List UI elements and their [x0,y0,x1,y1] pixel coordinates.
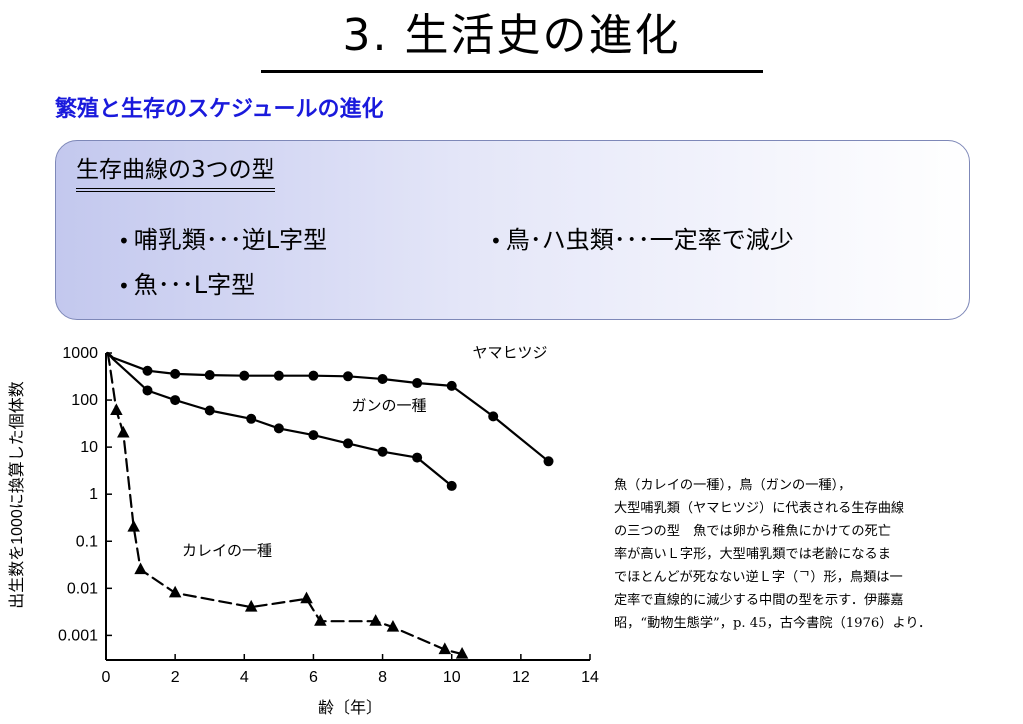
data-point-triangle [314,614,327,626]
data-point-circle [204,405,215,416]
data-point-triangle [127,519,140,532]
y-axis-label: 出生数を1000に換算した個体数 [7,381,26,609]
series-label: ガンの一種 [351,397,426,415]
y-tick-label: 0.1 [76,533,98,550]
x-tick-label: 0 [102,669,111,686]
y-tick-label: 1 [89,486,98,503]
x-tick-label: 8 [378,669,387,686]
data-point-circle [488,411,499,422]
x-tick-label: 10 [443,669,461,686]
data-point-circle [343,438,353,449]
box-heading: 生存曲線の3つの型 [76,155,275,192]
data-point-circle [412,452,423,463]
data-point-circle [204,370,215,381]
y-tick-label: 0.01 [67,580,98,597]
bullet-dot: • [118,229,130,253]
data-point-triangle [110,403,123,416]
slide-title: 3. 生活史の進化 [342,10,681,61]
x-tick-label: 4 [240,669,249,686]
x-tick-label: 6 [309,669,318,686]
survival-types-box: 生存曲線の3つの型 • 哺乳類･･･逆L字型 • 鳥･ハ虫類･･･一定率で減少 • 魚… [55,140,970,320]
data-point-circle [543,456,554,467]
bullet-mammal-text: 哺乳類･･･逆L字型 [133,226,328,254]
title-underline [261,70,763,73]
data-point-circle [273,423,284,434]
x-tick-label: 14 [581,669,599,686]
bullet-fish: • 魚･･･L字型 [118,269,255,302]
x-axis-label: 齢〔年〕 [318,699,382,717]
data-point-triangle [134,562,147,575]
series-label: ヤマヒツジ [472,344,547,362]
bullet-fish-text: 魚･･･L字型 [133,271,256,299]
data-point-triangle [438,642,452,655]
data-point-triangle [168,585,182,598]
bullet-dot: • [118,274,130,298]
data-point-circle [142,385,153,396]
data-point-circle [246,413,257,424]
y-tick-label: 0.001 [58,627,98,644]
data-point-circle [412,378,423,389]
y-tick-label: 100 [71,392,98,409]
data-point-circle [308,430,319,441]
bullet-mammal: • 哺乳類･･･逆L字型 [118,224,327,257]
data-point-circle [446,380,457,391]
data-point-triangle [300,591,313,604]
data-point-triangle [369,614,382,626]
slide-subtitle: 繁殖と生存のスケジュールの進化 [55,97,384,122]
y-tick-label: 1000 [62,345,98,362]
y-tick-label: 10 [80,439,98,456]
data-point-triangle [244,599,258,612]
bullet-bird: • 鳥･ハ虫類･･･一定率で減少 [490,224,794,257]
data-point-circle [170,395,181,406]
bullet-dot: • [490,229,502,253]
data-point-circle [170,368,181,379]
series-label: カレイの一種 [182,541,272,559]
plot-area: 0 2 4 6 8 10 12 14 1000 100 10 1 0.1 0.01 0.001 ヤマヒツジガン… [58,344,599,686]
x-tick-label: 12 [512,669,530,686]
data-point-circle [239,370,250,381]
data-point-circle [343,371,353,382]
data-point-circle [308,370,319,381]
survival-curve-chart: 出生数を1000に換算した個体数 齢〔年〕 0 2 4 6 8 10 12 141000100… [7,344,599,717]
data-point-circle [446,480,457,491]
x-tick-label: 2 [171,669,180,686]
data-point-circle [377,374,388,385]
data-point-triangle [455,646,469,659]
data-point-circle [142,365,153,376]
data-point-circle [377,446,388,457]
series-line [106,351,453,487]
figure-caption: 魚（カレイの一種），鳥（ガンの一種）， 大型哺乳類（ヤマヒツジ）に代表される生存… [614,478,932,631]
data-point-triangle [117,425,130,438]
data-point-triangle [386,619,400,632]
bullet-bird-text: 鳥･ハ虫類･･･一定率で減少 [505,226,794,254]
data-point-circle [273,370,284,381]
